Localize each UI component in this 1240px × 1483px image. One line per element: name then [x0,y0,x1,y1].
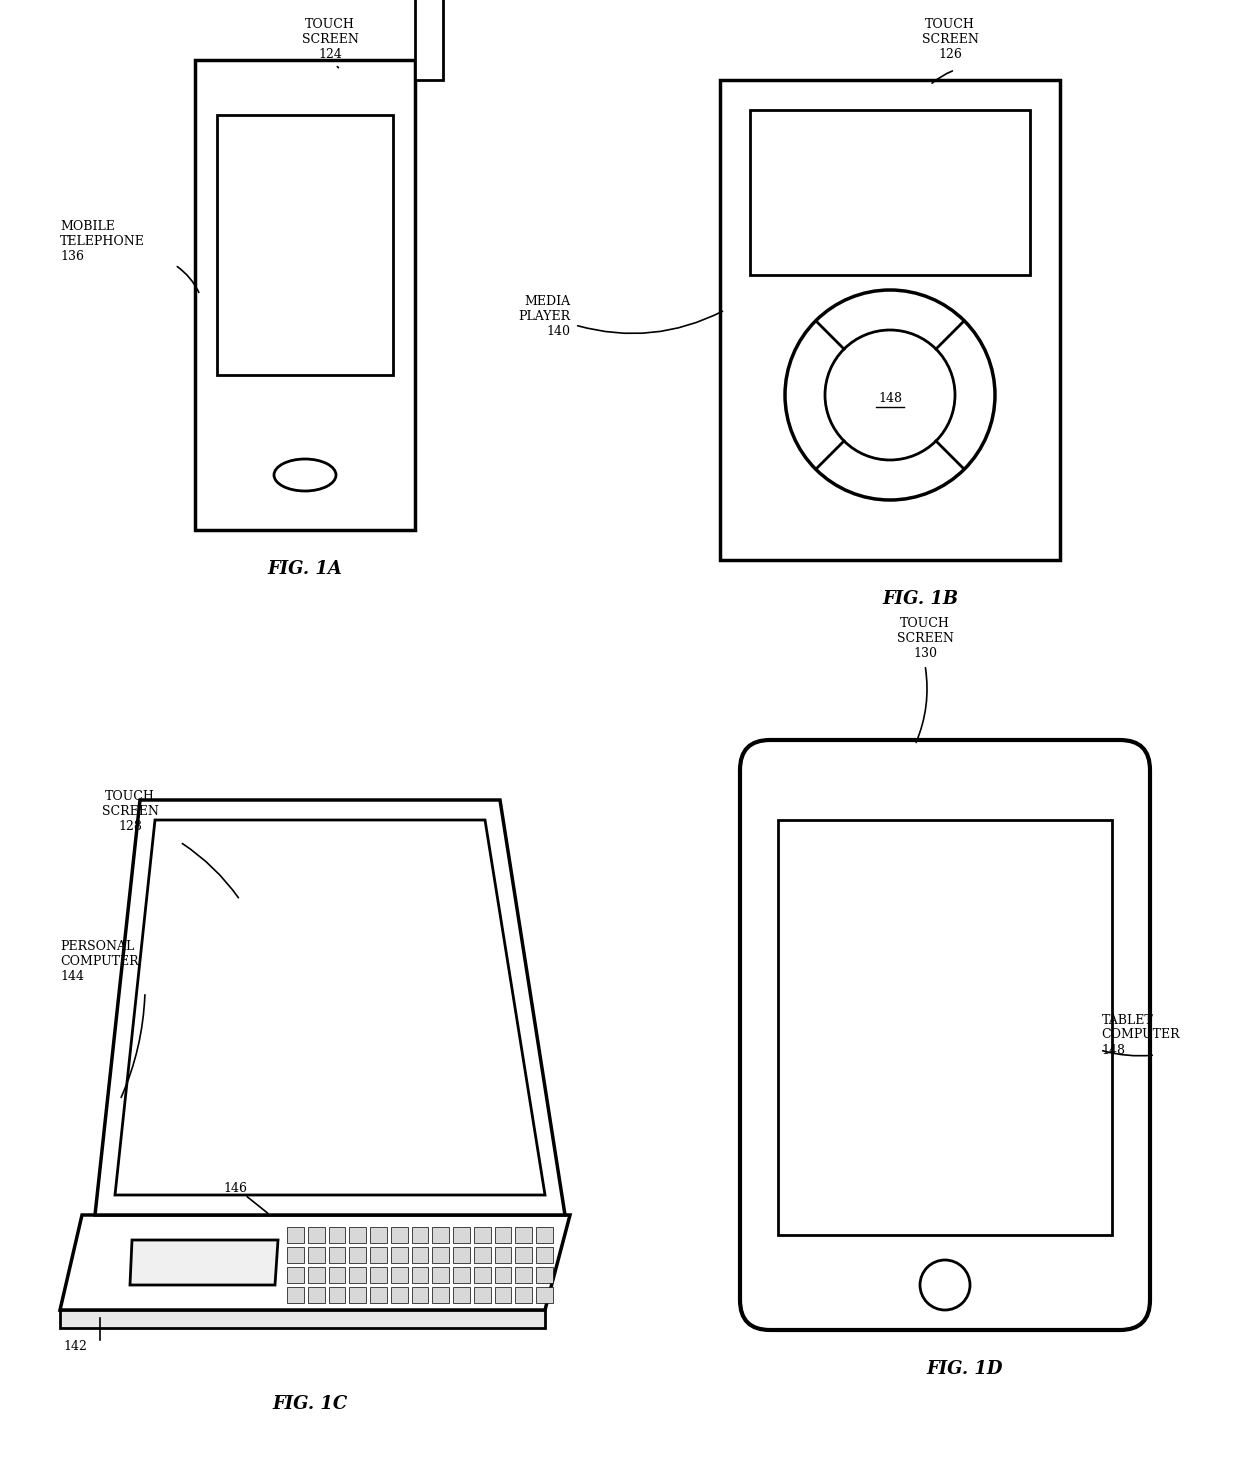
Polygon shape [286,1247,304,1264]
Bar [750,110,1030,274]
Polygon shape [370,1226,387,1243]
Polygon shape [329,1226,345,1243]
Polygon shape [474,1226,491,1243]
Text: FIG. 1D: FIG. 1D [926,1360,1003,1378]
Polygon shape [495,1287,511,1304]
Polygon shape [412,1287,428,1304]
Polygon shape [286,1287,304,1304]
Polygon shape [453,1287,470,1304]
Polygon shape [453,1247,470,1264]
Circle shape [825,331,955,460]
Polygon shape [412,1247,428,1264]
Polygon shape [370,1266,387,1283]
Text: FIG. 1A: FIG. 1A [268,561,342,578]
Polygon shape [516,1247,532,1264]
Polygon shape [433,1266,449,1283]
Bar [415,0,443,80]
Polygon shape [453,1266,470,1283]
Text: 142: 142 [63,1341,87,1352]
Polygon shape [370,1287,387,1304]
Polygon shape [433,1247,449,1264]
Polygon shape [95,799,565,1215]
Polygon shape [391,1266,408,1283]
Polygon shape [329,1287,345,1304]
Polygon shape [412,1266,428,1283]
Bar [720,80,1060,561]
Polygon shape [516,1226,532,1243]
FancyBboxPatch shape [740,740,1149,1330]
Polygon shape [495,1266,511,1283]
Polygon shape [516,1266,532,1283]
Bar [195,59,415,529]
Polygon shape [495,1226,511,1243]
Text: TOUCH
SCREEN
128: TOUCH SCREEN 128 [102,790,159,833]
Polygon shape [474,1266,491,1283]
Polygon shape [329,1266,345,1283]
Polygon shape [474,1287,491,1304]
Polygon shape [350,1287,366,1304]
Text: TOUCH
SCREEN
130: TOUCH SCREEN 130 [897,617,954,660]
Polygon shape [433,1287,449,1304]
Text: MOBILE
TELEPHONE
136: MOBILE TELEPHONE 136 [60,219,145,262]
Text: TOUCH
SCREEN
126: TOUCH SCREEN 126 [921,18,978,61]
Polygon shape [329,1247,345,1264]
Text: 148: 148 [878,393,901,405]
Polygon shape [433,1226,449,1243]
Polygon shape [536,1266,553,1283]
Text: MEDIA
PLAYER
140: MEDIA PLAYER 140 [518,295,570,338]
Polygon shape [474,1247,491,1264]
Polygon shape [350,1266,366,1283]
Bar [217,116,393,375]
Text: FIG. 1B: FIG. 1B [882,590,959,608]
Polygon shape [286,1226,304,1243]
Text: PERSONAL
COMPUTER
144: PERSONAL COMPUTER 144 [60,940,139,983]
Polygon shape [391,1247,408,1264]
Polygon shape [60,1309,546,1327]
Polygon shape [308,1247,325,1264]
Circle shape [920,1261,970,1309]
Polygon shape [286,1266,304,1283]
Polygon shape [308,1226,325,1243]
Text: FIG. 1C: FIG. 1C [273,1396,347,1413]
Polygon shape [308,1266,325,1283]
Polygon shape [453,1226,470,1243]
Text: TOUCH
SCREEN
124: TOUCH SCREEN 124 [301,18,358,61]
Text: TABLET
COMPUTER
148: TABLET COMPUTER 148 [1101,1013,1180,1056]
Text: 146: 146 [223,1182,247,1195]
Polygon shape [536,1247,553,1264]
Polygon shape [391,1226,408,1243]
Polygon shape [391,1287,408,1304]
Polygon shape [60,1215,570,1309]
Circle shape [785,291,994,500]
Polygon shape [536,1287,553,1304]
Polygon shape [130,1240,278,1284]
Polygon shape [308,1287,325,1304]
Polygon shape [350,1226,366,1243]
Ellipse shape [274,460,336,491]
Polygon shape [516,1287,532,1304]
Polygon shape [536,1226,553,1243]
Polygon shape [495,1247,511,1264]
Polygon shape [350,1247,366,1264]
Polygon shape [412,1226,428,1243]
Bar [777,820,1112,1235]
Polygon shape [115,820,546,1195]
Polygon shape [370,1247,387,1264]
